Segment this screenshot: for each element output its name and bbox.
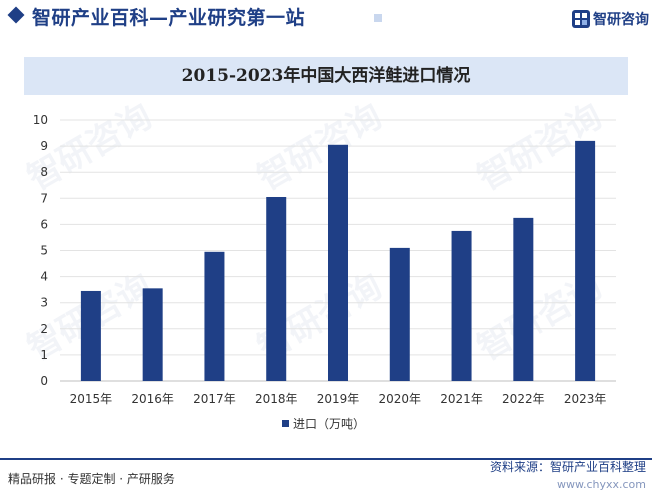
diamond-icon	[7, 6, 25, 24]
x-tick-label: 2015年	[70, 392, 113, 406]
y-tick-label: 3	[40, 296, 48, 310]
legend-swatch	[282, 420, 289, 427]
footer-url: www.chyxx.com	[556, 478, 646, 491]
top-bar: 智研产业百科—产业研究第一站 智研咨询	[0, 0, 652, 40]
x-tick-label: 2016年	[131, 392, 174, 406]
y-tick-label: 2	[40, 322, 48, 336]
y-tick-label: 1	[40, 348, 48, 362]
bar-chart: 0 1 2 3 4 5 6 7 8 9 10 2015年 2016年 2017年 2018年 2019年 202…	[33, 113, 616, 431]
footer-source: 资料来源：智研产业百科整理	[489, 460, 646, 474]
site-title: 智研产业百科—产业研究第一站	[32, 7, 306, 29]
x-tick-label: 2018年	[255, 392, 298, 406]
zhiyan-logo-icon	[572, 10, 590, 28]
y-tick-label: 0	[40, 374, 48, 388]
footer-divider	[0, 458, 652, 460]
x-tick-label: 2020年	[379, 392, 422, 406]
y-tick-label: 5	[40, 244, 48, 258]
bar	[328, 144, 348, 381]
x-tick-label: 2022年	[502, 392, 545, 406]
x-tick-label: 2017年	[193, 392, 236, 406]
bar	[142, 288, 163, 381]
bar	[451, 230, 472, 381]
title-tail-decoration	[374, 14, 382, 22]
y-tick-label: 6	[40, 217, 48, 231]
y-tick-label: 10	[33, 113, 48, 127]
y-tick-label: 4	[40, 270, 48, 284]
x-tick-label: 2021年	[440, 392, 483, 406]
bar	[80, 290, 101, 381]
y-tick-label: 9	[40, 139, 48, 153]
logo-text: 智研咨询	[593, 12, 649, 28]
bar	[575, 140, 596, 381]
bar	[513, 217, 534, 381]
y-tick-label: 8	[40, 165, 48, 179]
bar	[389, 247, 410, 381]
bar	[266, 196, 287, 381]
x-tick-label: 2019年	[317, 392, 360, 406]
chart-title: 2015-2023年中国大西洋鲑进口情况	[181, 66, 471, 86]
chart-title-band	[24, 57, 628, 95]
bar	[204, 251, 225, 381]
x-tick-label: 2023年	[564, 392, 607, 406]
footer-services: 精品研报 · 专题定制 · 产研服务	[8, 472, 175, 486]
legend-label: 进口（万吨）	[293, 417, 365, 431]
y-tick-label: 7	[40, 191, 48, 205]
